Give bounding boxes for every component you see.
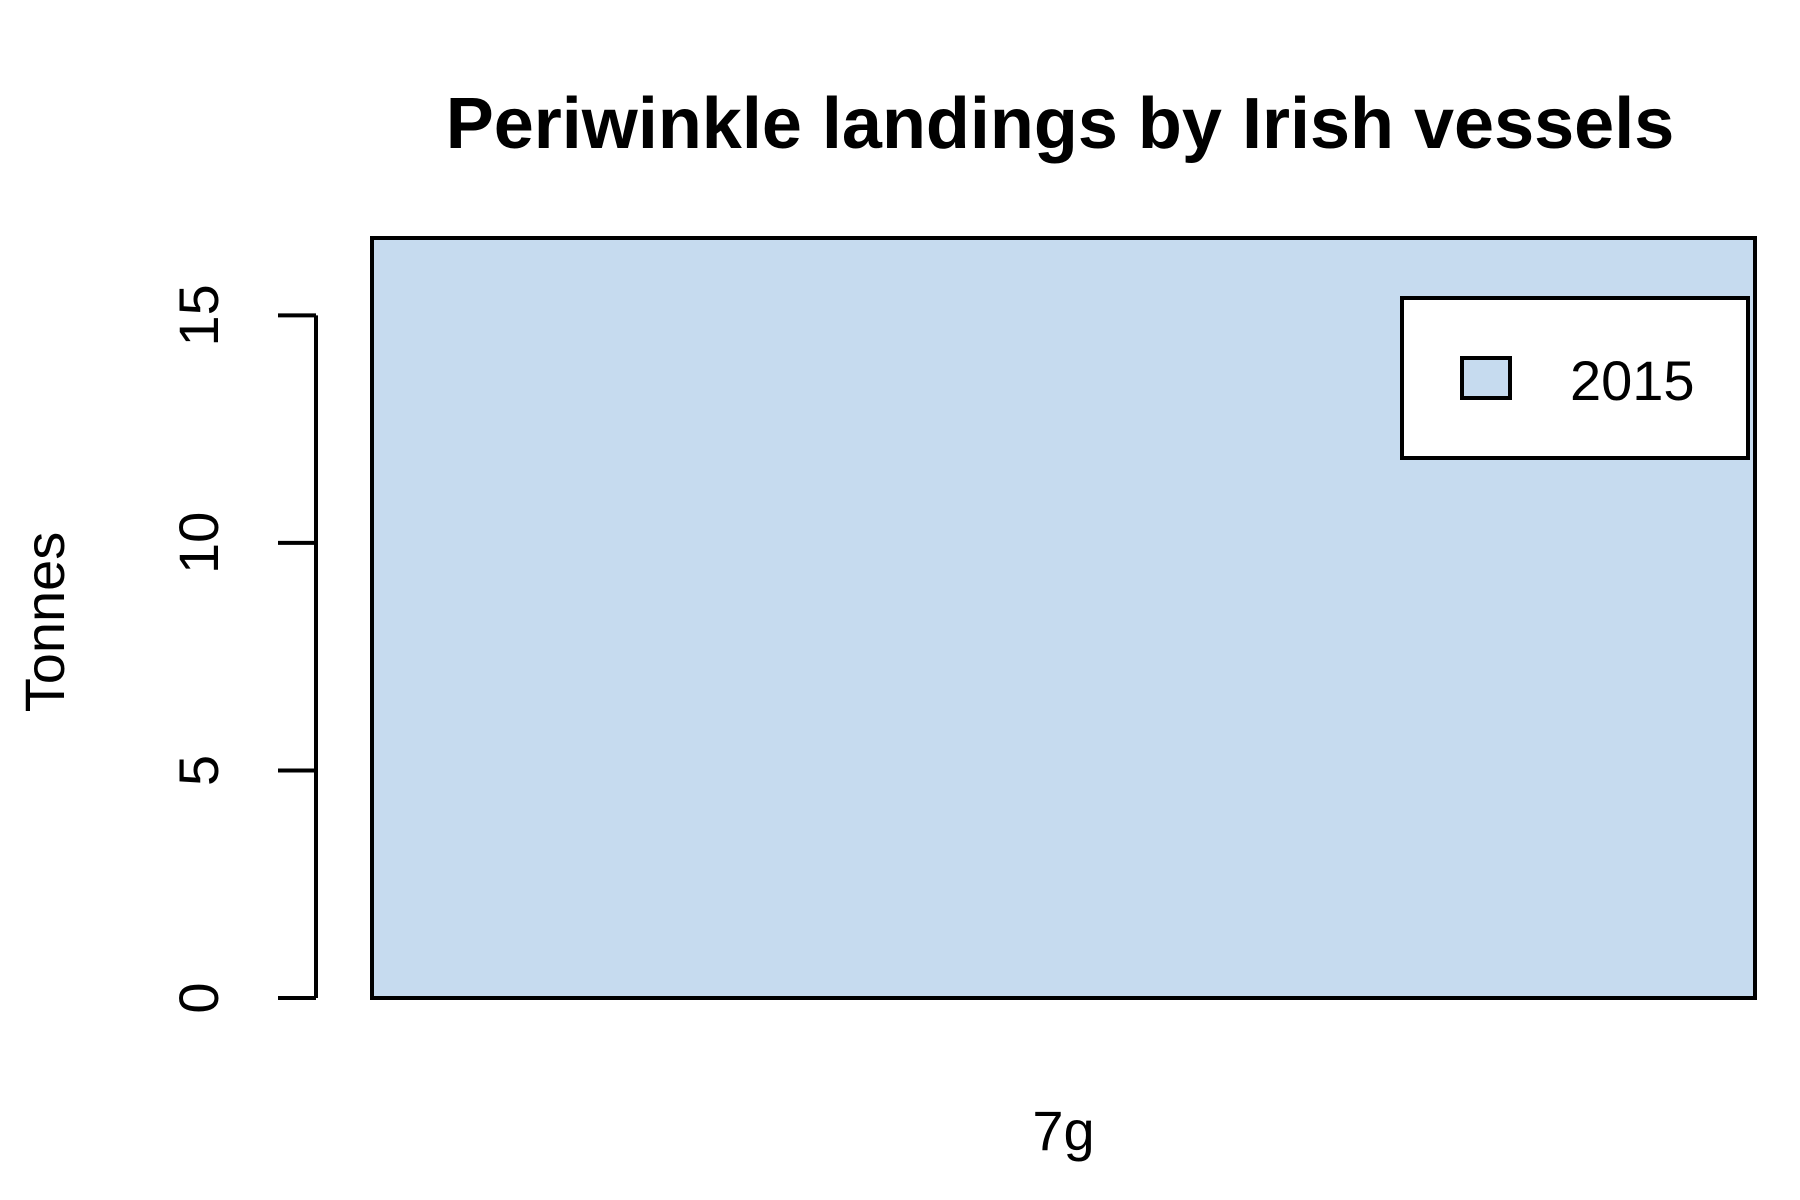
x-category-label: 7g xyxy=(1032,1099,1094,1162)
y-tick-label: 5 xyxy=(167,755,230,786)
legend-swatch-2015 xyxy=(1460,356,1512,400)
legend: 2015 xyxy=(1400,296,1750,460)
category-labels: 7g xyxy=(1032,1099,1094,1162)
chart-title: Periwinkle landings by Irish vessels xyxy=(446,84,1675,164)
y-tick-label: 0 xyxy=(167,982,230,1013)
y-tick-label: 10 xyxy=(167,512,230,574)
y-axis: 0 5 10 15 xyxy=(167,284,318,1014)
y-axis-label: Tonnes xyxy=(13,532,76,713)
legend-box xyxy=(1400,296,1750,460)
legend-label-2015: 2015 xyxy=(1570,349,1695,412)
y-tick-label: 15 xyxy=(167,284,230,346)
